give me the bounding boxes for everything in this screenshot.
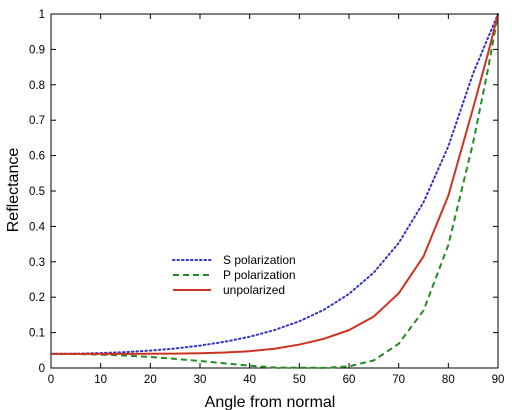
x-tick-label: 40 bbox=[243, 374, 256, 386]
x-tick-label: 70 bbox=[392, 374, 405, 386]
y-tick-label: 0 bbox=[39, 363, 45, 375]
x-tick-label: 30 bbox=[194, 374, 207, 386]
y-axis-label: Reflectance bbox=[5, 148, 22, 233]
x-tick-label: 80 bbox=[442, 374, 455, 386]
y-tick-label: 0.5 bbox=[29, 186, 45, 198]
y-tick-label: 0.2 bbox=[29, 292, 45, 304]
legend-label: S polarization bbox=[223, 253, 296, 267]
y-tick-label: 0.8 bbox=[29, 80, 45, 92]
x-tick-label: 60 bbox=[343, 374, 356, 386]
y-tick-label: 0.9 bbox=[29, 44, 45, 56]
y-tick-label: 0.6 bbox=[29, 151, 45, 163]
x-tick-label: 20 bbox=[144, 374, 157, 386]
y-tick-label: 0.3 bbox=[29, 257, 45, 269]
x-axis-label: Angle from normal bbox=[205, 394, 336, 410]
y-tick-label: 0.7 bbox=[29, 115, 45, 127]
x-tick-label: 10 bbox=[94, 374, 107, 386]
series-line-unpolarized bbox=[51, 13, 499, 355]
y-tick-label: 1 bbox=[39, 9, 45, 21]
series-line-s-polarization bbox=[50, 13, 499, 355]
y-tick-label: 0.1 bbox=[29, 328, 45, 340]
x-tick-label: 50 bbox=[293, 374, 306, 386]
legend-label: unpolarized bbox=[223, 283, 285, 297]
legend-label: P polarization bbox=[223, 268, 296, 282]
y-tick-label: 0.4 bbox=[29, 221, 46, 233]
plot-frame bbox=[50, 13, 499, 369]
x-tick-label: 0 bbox=[48, 374, 54, 386]
series-line-p-polarization bbox=[50, 13, 499, 369]
x-tick-label: 90 bbox=[492, 374, 505, 386]
